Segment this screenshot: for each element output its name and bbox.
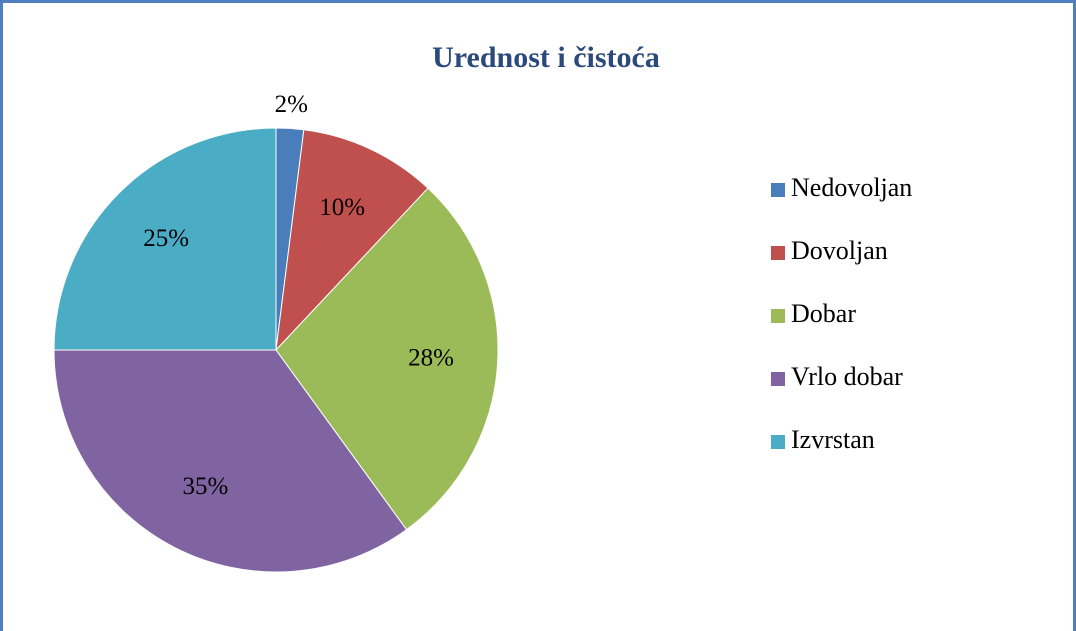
legend-swatch xyxy=(771,435,785,449)
chart-title: Urednost i čistoća xyxy=(432,41,660,74)
pie-slice xyxy=(275,129,429,352)
legend-label: Izvrstan xyxy=(791,425,875,454)
pie-slice xyxy=(275,187,499,531)
legend-swatch xyxy=(771,372,785,386)
data-label: 2% xyxy=(275,91,308,118)
legend-label: Vrlo dobar xyxy=(791,362,903,391)
pie: 2% 10% 28% 35% 25% xyxy=(53,91,499,573)
legend: Nedovoljan Dovoljan Dobar Vrlo dobar Izvrsta… xyxy=(771,173,912,454)
pie-slice xyxy=(53,349,408,573)
pie-slice xyxy=(53,127,277,351)
legend-label: Nedovoljan xyxy=(791,173,912,202)
data-label: 25% xyxy=(143,225,189,252)
data-label: 28% xyxy=(408,344,454,371)
legend-label: Dovoljan xyxy=(791,236,888,265)
legend-swatch xyxy=(771,246,785,260)
legend-swatch xyxy=(771,309,785,323)
data-label: 10% xyxy=(319,194,365,221)
legend-label: Dobar xyxy=(791,299,856,328)
data-label: 35% xyxy=(183,473,229,500)
legend-swatch xyxy=(771,183,785,197)
